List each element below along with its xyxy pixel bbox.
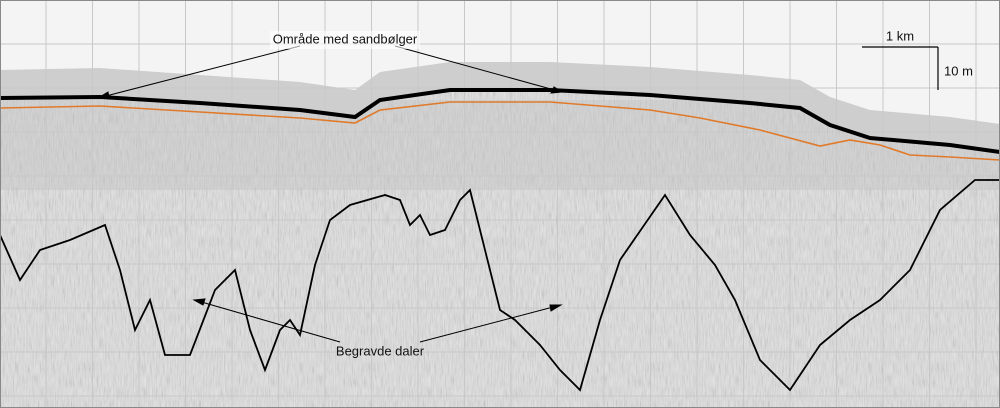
label-bg — [270, 31, 420, 49]
arrows — [96, 45, 564, 343]
scale-horizontal: 1 km — [886, 28, 914, 43]
annotation-label: Område med sandbølger — [273, 31, 418, 46]
sediment-base-line — [0, 101, 1000, 161]
seabed-line — [0, 88, 1000, 154]
valley-line — [0, 179, 1000, 392]
scale-bar — [862, 46, 939, 90]
reflection-band — [0, 62, 1000, 152]
annotation-label: Begravde daler — [336, 343, 425, 358]
scale-vertical: 10 m — [944, 63, 973, 78]
